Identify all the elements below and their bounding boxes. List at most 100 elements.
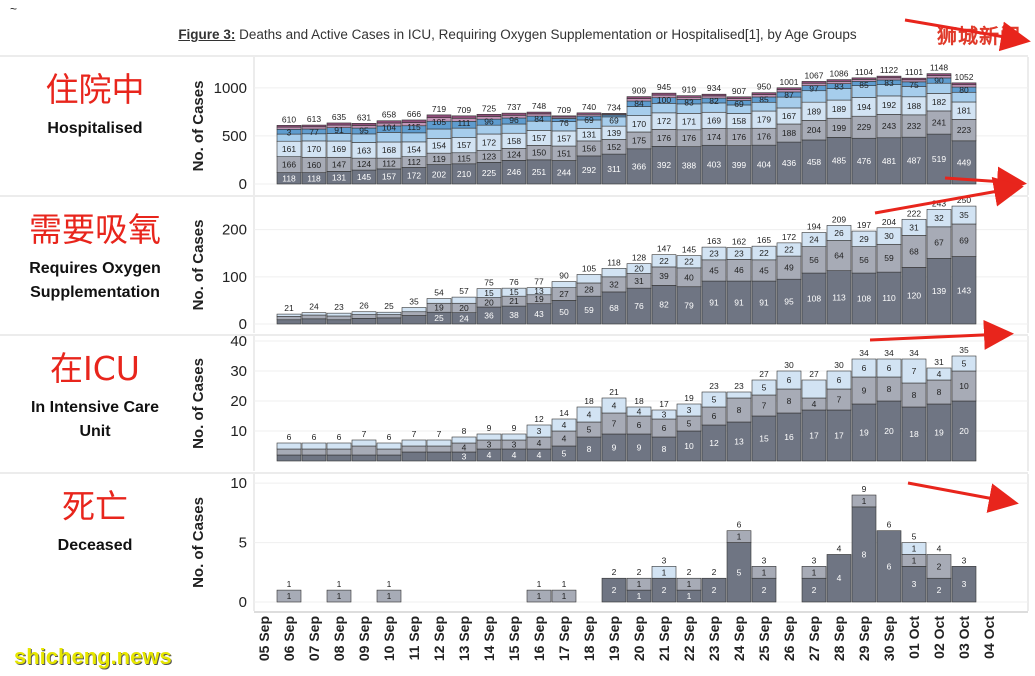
y-axis-label: No. of Cases: [190, 81, 207, 172]
bar-segment-label: 22: [684, 257, 694, 267]
bar-segment-label: 223: [957, 125, 971, 135]
bar-total-label: 2: [637, 567, 642, 577]
bar-segment: [751, 92, 777, 95]
bar-segment-label: 6: [887, 363, 892, 373]
bar-segment: [626, 287, 652, 325]
bar-segment: [951, 82, 977, 86]
bar-segment: [651, 436, 677, 462]
x-tick-label: 13 Sep: [456, 616, 472, 661]
bar-segment-label: 97: [809, 83, 819, 93]
bar-segment: [601, 433, 627, 462]
bar-total-label: 709: [557, 105, 571, 115]
panel-label-zh: 在ICU: [50, 349, 140, 388]
bar-segment-label: 110: [882, 293, 896, 303]
bar-segment: [526, 287, 552, 296]
bar-segment-label: 8: [887, 384, 892, 394]
bar-segment: [676, 286, 702, 325]
bar-segment: [576, 406, 602, 423]
bar-segment-label: 1: [912, 555, 917, 565]
x-tick-label: 01 Oct: [906, 616, 922, 659]
bar-total-label: 2: [712, 567, 717, 577]
bar-segment-label: 188: [907, 101, 921, 111]
bar-segment-label: 4: [537, 450, 542, 460]
bar-segment: [401, 132, 427, 143]
bar-total-label: 27: [809, 369, 819, 379]
bar-segment-label: 13: [734, 437, 744, 447]
bar-segment: [351, 314, 377, 319]
x-tick-label: 02 Oct: [931, 616, 947, 659]
bar-segment: [901, 542, 927, 555]
bar-segment-label: 118: [307, 173, 321, 183]
bar-total-label: 6: [737, 520, 742, 530]
bar-segment-label: 311: [607, 164, 621, 174]
bar-segment: [451, 296, 477, 304]
x-tick-label: 16 Sep: [531, 616, 547, 661]
bar-segment-label: 76: [559, 118, 569, 128]
bar-total-label: 1: [537, 579, 542, 589]
bar-segment-label: 7: [837, 395, 842, 405]
bar-segment: [376, 120, 402, 124]
bar-total-label: 30: [834, 360, 844, 370]
bar-segment: [701, 424, 727, 462]
bar-segment-label: 9: [862, 386, 867, 396]
bar-total-label: 27: [759, 369, 769, 379]
bar-segment-label: 157: [557, 133, 571, 143]
bar-segment-label: 108: [807, 294, 821, 304]
bar-segment: [726, 145, 752, 185]
bar-total-label: 19: [684, 393, 694, 403]
bar-total-label: 1086: [830, 69, 849, 79]
bar-segment: [826, 225, 852, 241]
bar-segment: [376, 454, 402, 462]
bar-segment-label: 50: [559, 307, 569, 317]
bar-segment-label: 6: [662, 423, 667, 433]
bar-total-label: 57: [459, 286, 469, 296]
x-tick-label: 26 Sep: [781, 616, 797, 661]
bar-segment-label: 5: [762, 383, 767, 393]
bar-segment-label: 6: [837, 375, 842, 385]
bar-segment: [901, 267, 927, 325]
bar-total-label: 1001: [780, 77, 799, 87]
bar-segment: [801, 81, 827, 84]
y-tick-label: 10: [230, 423, 247, 440]
bar-segment-label: 43: [534, 309, 544, 319]
bar-segment: [276, 125, 302, 128]
bar-segment: [451, 115, 477, 119]
bar-segment-label: 192: [882, 100, 896, 110]
bar-segment: [626, 577, 652, 591]
bar-segment: [451, 127, 477, 138]
bar-segment-label: 388: [682, 160, 696, 170]
bar-segment-label: 4: [562, 420, 567, 430]
red-arrow-annotation: [904, 18, 1031, 52]
bar-segment: [576, 295, 602, 325]
bar-segment-label: 481: [882, 156, 896, 166]
bar-segment: [301, 448, 327, 456]
bar-segment: [701, 93, 727, 97]
bar-total-label: 748: [532, 101, 546, 111]
panel-label-en: In Intensive Care: [31, 399, 159, 416]
bar-segment-label: 40: [684, 272, 694, 282]
bar-segment-label: 91: [709, 298, 719, 308]
y-tick-label: 0: [239, 176, 247, 193]
bar-segment-label: 23: [734, 248, 744, 258]
y-tick-label: 20: [230, 393, 247, 410]
x-tick-label: 10 Sep: [381, 616, 397, 661]
bar-segment-label: 1: [637, 591, 642, 601]
bar-segment: [601, 153, 627, 185]
bar-segment-label: 188: [782, 128, 796, 138]
x-tick-label: 25 Sep: [756, 616, 772, 661]
bar-segment: [951, 566, 977, 603]
x-tick-label: 14 Sep: [481, 616, 497, 661]
bar-segment-label: 1: [337, 591, 342, 601]
bar-segment: [376, 442, 402, 450]
bar-total-label: 909: [632, 86, 646, 96]
bar-total-label: 23: [709, 381, 719, 391]
bar-total-label: 9: [512, 423, 517, 433]
bar-segment: [876, 75, 902, 79]
bar-segment: [601, 397, 627, 414]
bar-segment-label: 35: [959, 210, 969, 220]
bar-segment: [926, 367, 952, 381]
bar-segment-label: 147: [332, 159, 346, 169]
bar-segment: [826, 137, 852, 185]
bar-total-label: 35: [409, 296, 419, 306]
bar-segment-label: 243: [882, 121, 896, 131]
